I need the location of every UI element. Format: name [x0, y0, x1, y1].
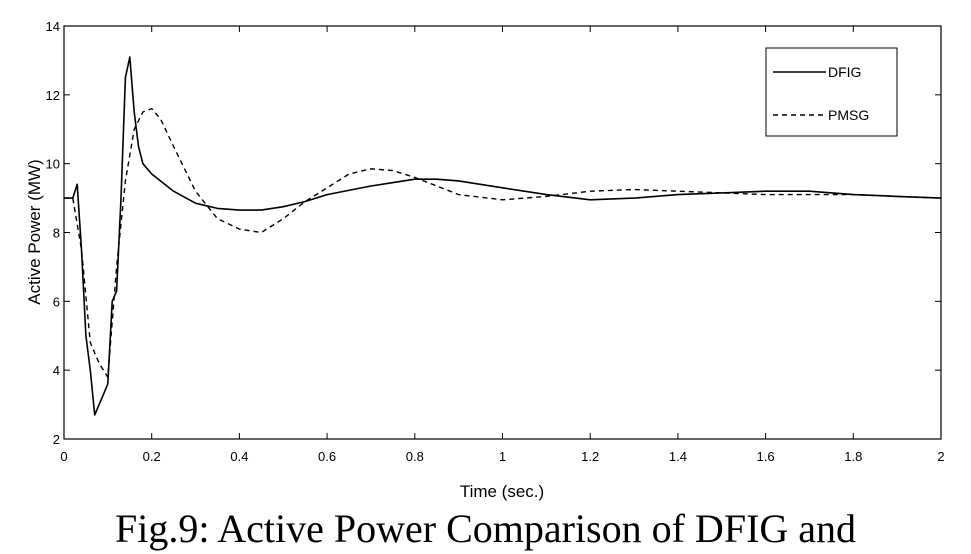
series-layer [64, 56, 942, 416]
x-tick-label: 1.4 [669, 449, 687, 464]
y-tick-label: 12 [46, 88, 60, 103]
x-axis-title: Time (sec.) [460, 482, 544, 501]
x-tick-label: 1.6 [757, 449, 775, 464]
legend-label-pmsg: PMSG [828, 107, 869, 123]
y-tick-label: 10 [46, 157, 60, 172]
axis-ticks [63, 25, 942, 440]
legend-box [765, 47, 898, 137]
y-axis-title: Active Power (MW) [25, 159, 44, 304]
y-tick-label: 4 [53, 363, 60, 378]
x-tick-label: 0.6 [318, 449, 336, 464]
series-line-dfig [64, 56, 942, 416]
x-tick-labels: 0 0.2 0.4 0.6 0.8 1 1.2 1.4 1.6 1.8 2 [60, 449, 944, 464]
y-tick-label: 2 [53, 432, 60, 447]
x-tick-label: 1.8 [844, 449, 862, 464]
legend: DFIG PMSG [765, 47, 898, 137]
legend-label-dfig: DFIG [828, 64, 861, 80]
x-tick-label: 2 [937, 449, 944, 464]
x-tick-label: 0.2 [143, 449, 161, 464]
x-tick-label: 0.4 [230, 449, 248, 464]
x-tick-label: 1.2 [581, 449, 599, 464]
y-tick-label: 14 [46, 19, 60, 34]
x-tick-label: 0 [60, 449, 67, 464]
x-tick-label: 0.8 [406, 449, 424, 464]
x-tick-label: 1 [499, 449, 506, 464]
y-tick-labels: 2 4 6 8 10 12 14 [46, 19, 60, 447]
figure-caption: Fig.9: Active Power Comparison of DFIG a… [114, 506, 857, 551]
active-power-chart: 0 0.2 0.4 0.6 0.8 1 1.2 1.4 1.6 1.8 2 2 4 6 8 10 12 14 T… [25, 19, 945, 501]
y-tick-label: 6 [53, 294, 60, 309]
y-tick-label: 8 [53, 226, 60, 241]
